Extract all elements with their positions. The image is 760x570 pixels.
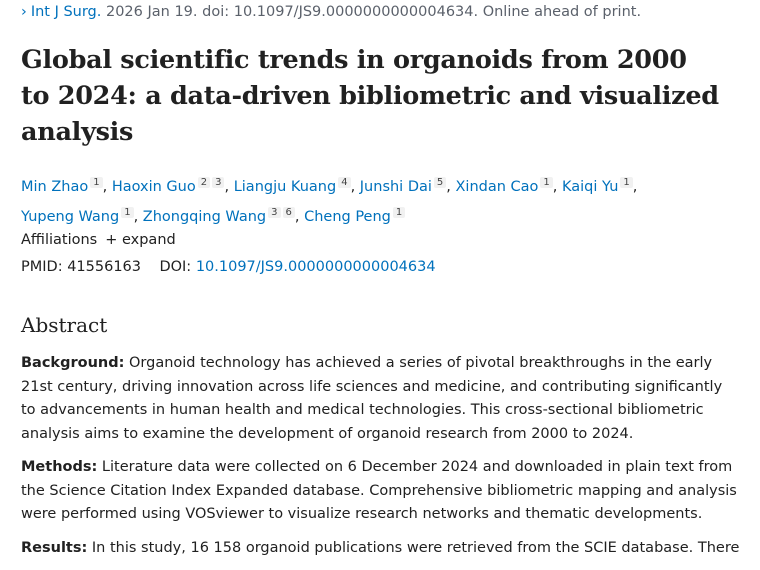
author-link[interactable]: Xindan Cao bbox=[455, 179, 539, 195]
pmid-label: PMID: bbox=[21, 259, 63, 275]
affiliation-ref[interactable]: 1 bbox=[620, 177, 633, 188]
author-link[interactable]: Liangju Kuang bbox=[233, 179, 337, 195]
doi-link[interactable]: 10.1097/JS9.0000000000004634 bbox=[195, 259, 436, 275]
affiliation-ref[interactable]: 1 bbox=[121, 207, 134, 218]
author-link[interactable]: Junshi Dai bbox=[359, 179, 432, 195]
author-link[interactable]: Zhongqing Wang bbox=[142, 209, 267, 225]
citation-text: 2026 Jan 19. doi: 10.1097/JS9.0000000000… bbox=[101, 4, 642, 20]
affiliations: Affiliations + expand bbox=[21, 232, 176, 248]
affiliation-ref[interactable]: 6 bbox=[282, 207, 295, 218]
abstract-heading: Abstract bbox=[21, 313, 108, 337]
section-text: Literature data were collected on 6 Dece… bbox=[21, 459, 737, 522]
expand-affiliations-button[interactable]: + expand bbox=[105, 232, 176, 248]
affiliations-label: Affiliations bbox=[21, 232, 98, 248]
affiliation-ref[interactable]: 2 bbox=[197, 177, 211, 188]
affiliation-ref[interactable]: 3 bbox=[268, 207, 281, 218]
section-label: Background: bbox=[21, 355, 125, 371]
author-link[interactable]: Yupeng Wang bbox=[21, 209, 120, 225]
chevron-right-icon[interactable]: › bbox=[21, 4, 27, 20]
affiliation-ref[interactable]: 1 bbox=[392, 207, 406, 218]
section-label: Methods: bbox=[21, 459, 98, 475]
pmid-value: 41556163 bbox=[67, 259, 142, 275]
abstract-results: Results: In this study, 16 158 organoid … bbox=[21, 537, 741, 561]
author-link[interactable]: Kaiqi Yu bbox=[562, 179, 619, 195]
doi-label: DOI: bbox=[159, 259, 192, 275]
affiliation-ref[interactable]: 5 bbox=[433, 177, 447, 188]
affiliation-ref[interactable]: 1 bbox=[540, 177, 553, 188]
affiliation-ref[interactable]: 3 bbox=[212, 177, 225, 188]
journal-link[interactable]: Int J Surg. bbox=[30, 4, 102, 20]
section-text: Organoid technology has achieved a serie… bbox=[21, 355, 723, 442]
abstract-methods: Methods: Literature data were collected … bbox=[21, 456, 741, 527]
author-link[interactable]: Min Zhao bbox=[21, 179, 89, 195]
abstract-body: Background: Organoid technology has achi… bbox=[21, 352, 741, 570]
affiliation-ref[interactable]: 1 bbox=[90, 177, 103, 188]
section-label: Results: bbox=[21, 539, 88, 556]
author-link[interactable]: Haoxin Guo bbox=[111, 179, 196, 195]
article-ids: PMID: 41556163 DOI: 10.1097/JS9.00000000… bbox=[21, 259, 436, 275]
article-title: Global scientific trends in organoids fr… bbox=[21, 45, 719, 147]
author-link[interactable]: Cheng Peng bbox=[304, 209, 391, 225]
author-list: Min Zhao 1, Haoxin Guo 2 3, Liangju Kuang 4,… bbox=[21, 177, 638, 225]
affiliation-ref[interactable]: 4 bbox=[338, 177, 351, 188]
citation-line: › Int J Surg. 2026 Jan 19. doi: 10.1097/J… bbox=[21, 4, 641, 20]
abstract-background: Background: Organoid technology has achi… bbox=[21, 352, 741, 446]
section-text: In this study, 16 158 organoid publicati… bbox=[87, 539, 740, 556]
